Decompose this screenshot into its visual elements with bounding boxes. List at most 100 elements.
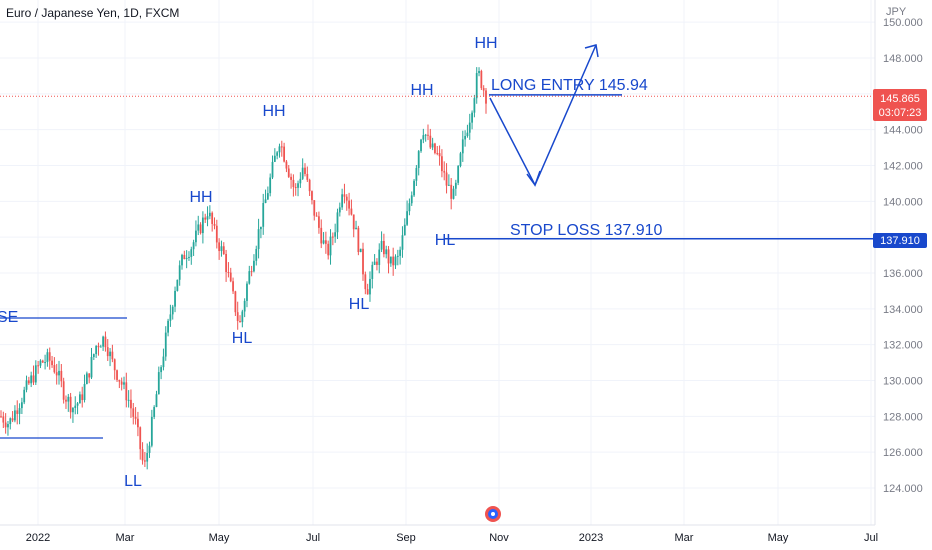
candle-body (313, 200, 316, 216)
candle-body (424, 134, 427, 136)
candle-body (417, 151, 420, 169)
candle-body (359, 248, 362, 253)
candle-body (406, 211, 409, 225)
candle-body (190, 249, 193, 257)
x-tick-label: Mar (116, 532, 135, 544)
candle-body (11, 418, 14, 421)
candle-body (27, 380, 30, 384)
candle-body (60, 370, 63, 382)
candle-body (162, 356, 165, 368)
candle-body (447, 184, 450, 186)
candle-body (457, 166, 460, 183)
candle-body (376, 261, 378, 265)
x-tick-label: May (768, 532, 789, 544)
candle-body (473, 98, 476, 113)
candle-body (392, 256, 395, 266)
candle-body (355, 227, 357, 230)
candle-body (429, 135, 432, 148)
y-tick-label: 130.000 (883, 376, 923, 388)
candle-body (269, 177, 272, 194)
candle-body (422, 135, 425, 140)
candle-body (352, 214, 355, 230)
candle-body (396, 255, 399, 257)
candle-body (454, 182, 457, 189)
candle-body (280, 146, 283, 148)
candle-body (67, 396, 70, 402)
y-tick-label: 140.000 (883, 196, 923, 208)
candle-body (211, 212, 214, 224)
candle-body (461, 139, 464, 154)
candle-body (208, 212, 211, 217)
candle-body (102, 336, 105, 347)
y-tick-label: 132.000 (883, 340, 923, 352)
stop-loss-label: STOP LOSS 137.910 (510, 222, 663, 239)
candle-body (234, 291, 237, 313)
axes: 124.000 126.000 128.000 130.000 132.000 134.0… (0, 0, 923, 544)
x-tick-label: Nov (489, 532, 509, 544)
candle-body (227, 272, 230, 274)
candle-body (215, 225, 218, 243)
candle-body (255, 248, 258, 261)
candle-body (427, 134, 429, 136)
candle-body (329, 236, 332, 256)
candle-body (241, 311, 244, 323)
candle-body (118, 379, 121, 382)
candle-body (201, 217, 204, 234)
candle-body (16, 410, 19, 414)
x-tick-label: Mar (675, 532, 694, 544)
candle-body (2, 416, 5, 423)
arrow-up-head (584, 44, 599, 58)
candle-body (164, 332, 167, 357)
candle-body (338, 207, 341, 213)
time-marker-icon[interactable] (485, 506, 501, 522)
candle-body (248, 271, 251, 284)
candle-body (169, 314, 172, 321)
candle-body (283, 146, 286, 162)
candle-body (20, 402, 23, 409)
candle-body (348, 200, 350, 209)
candle-body (382, 240, 385, 255)
candle-body (4, 422, 7, 428)
candle-body (459, 153, 462, 167)
long-entry-label: LONG ENTRY 145.94 (491, 77, 648, 94)
candle-body (53, 365, 56, 373)
stop-loss-tag-bg (873, 233, 927, 248)
candle-body (113, 359, 116, 371)
candle-body (485, 90, 487, 104)
arrow-down-head (526, 170, 541, 187)
x-tick-label: 2023 (579, 532, 603, 544)
candle-body (420, 139, 422, 152)
candle-body (148, 445, 151, 453)
candle-body (341, 194, 344, 208)
candle-body (336, 212, 339, 233)
swing-label-hh-4: HH (474, 35, 497, 52)
y-tick-label: 144.000 (883, 125, 923, 137)
candle-body (322, 240, 325, 244)
candle-body (243, 300, 246, 312)
candle-body (171, 306, 174, 315)
currency-label: JPY (886, 6, 907, 18)
candle-body (130, 399, 132, 409)
countdown-label: 03:07:23 (879, 107, 922, 119)
candle-body (229, 272, 232, 282)
candle-body (74, 405, 77, 408)
candle-body (188, 256, 190, 258)
candle-body (132, 408, 135, 417)
candle-body (443, 171, 446, 173)
candle-body (69, 396, 72, 413)
candle-body (218, 242, 221, 252)
candle-body (55, 372, 58, 376)
candle-body (48, 352, 51, 361)
candle-body (250, 271, 253, 273)
candle-body (311, 191, 313, 201)
candle-body (266, 193, 269, 200)
candle-body (327, 243, 330, 256)
candle-body (81, 394, 84, 400)
candle-body (95, 345, 98, 355)
candle-body (111, 351, 114, 360)
candle-body (174, 290, 176, 307)
candle-body (315, 215, 318, 217)
candle-body (181, 254, 183, 266)
candle-body (134, 416, 137, 419)
candle-body (83, 383, 86, 400)
